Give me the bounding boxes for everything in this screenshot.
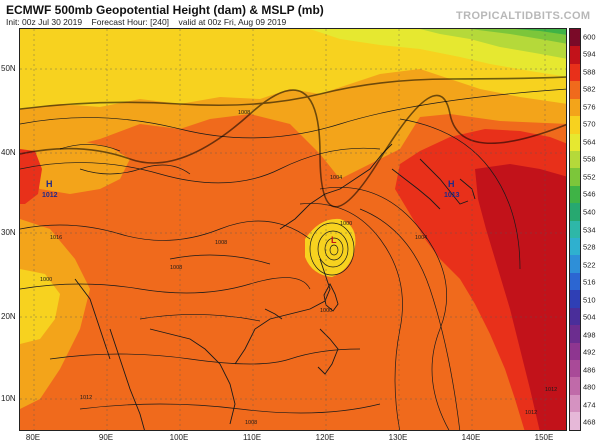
colorbar-tick-label: 480: [583, 382, 596, 392]
colorbar-tick-label: 570: [583, 119, 596, 129]
lon-label-130e: 130E: [388, 433, 408, 442]
colorbar-swatch: [570, 46, 580, 64]
height-field-594-core: [475, 164, 566, 430]
isobar-label: 1000: [320, 308, 332, 314]
lat-label-50n: 50N: [1, 64, 16, 73]
lon-label-150e: 150E: [534, 433, 554, 442]
chart-title: ECMWF 500mb Geopotential Height (dam) & …: [6, 3, 324, 17]
lat-label-30n: 30N: [1, 228, 16, 237]
colorbar-swatch: [570, 81, 580, 99]
map-svg: 1008 1008 1004 1000 1004 1008 1000 1012 …: [20, 29, 566, 430]
isobar-label: 1008: [170, 265, 182, 271]
valid-time: valid at 00z Fri, Aug 09 2019: [178, 17, 287, 27]
lon-label-140e: 140E: [461, 433, 481, 442]
colorbar-swatch: [570, 185, 580, 204]
isobar-values: 1008 1008 1004 1000 1004 1008 1000 1012 …: [40, 110, 557, 426]
colorbar-swatch: [570, 342, 580, 361]
colorbar-tick-label: 588: [583, 67, 596, 77]
lon-label-90e: 90E: [98, 433, 114, 442]
colorbar-tick-label: 492: [583, 347, 596, 357]
forecast-hour: Forecast Hour: [240]: [91, 17, 170, 27]
colorbar-tick-label: 468: [583, 417, 596, 427]
colorbar-tick-label: 564: [583, 137, 596, 147]
isobar-label: 1000: [40, 277, 52, 283]
init-time: Init: 00z Jul 30 2019: [6, 17, 83, 27]
colorbar-tick-label: 516: [583, 277, 596, 287]
isobar-label: 1012: [525, 410, 537, 416]
colorbar-swatch: [570, 394, 580, 413]
weather-map: 1008 1008 1004 1000 1004 1008 1000 1012 …: [19, 28, 567, 431]
colorbar-tick-label: 576: [583, 102, 596, 112]
colorbar-swatch: [570, 290, 580, 308]
height-field-558: [470, 29, 566, 44]
lon-label-120e: 120E: [315, 433, 335, 442]
isobar-label: 1000: [340, 221, 352, 227]
lon-label-110e: 110E: [242, 433, 262, 442]
colorbar-swatch: [570, 220, 580, 239]
colorbar-tick-label: 504: [583, 312, 596, 322]
isobar-label: 1004: [415, 235, 427, 241]
colorbar-tick-label: 474: [583, 400, 596, 410]
colorbar-swatch: [570, 98, 580, 117]
colorbar-tick-label: 528: [583, 242, 596, 252]
lat-label-40n: 40N: [1, 148, 16, 157]
lat-label-20n: 20N: [1, 312, 16, 321]
colorbar-swatch: [570, 203, 580, 221]
height-field-tibet: [20, 141, 130, 194]
colorbar-tick-label: 510: [583, 295, 596, 305]
colorbar-tick-label: 558: [583, 154, 596, 164]
colorbar-tick-label: 522: [583, 260, 596, 270]
colorbar-swatch: [570, 307, 580, 326]
colorbar-tick-label: 600: [583, 32, 596, 42]
colorbar-swatch: [570, 325, 580, 343]
colorbar-tick-label: 552: [583, 172, 596, 182]
lat-label-10n: 10N: [1, 394, 16, 403]
isobar-label: 1008: [238, 110, 250, 116]
lon-label-100e: 100E: [169, 433, 189, 442]
colorbar-swatch: [570, 255, 580, 273]
colorbar-swatch: [570, 238, 580, 256]
isobars: [20, 88, 566, 430]
colorbar-tick-label: 534: [583, 225, 596, 234]
colorbar-swatch: [570, 360, 580, 378]
colorbar-swatch: [570, 168, 580, 186]
colorbar-tick-label: 540: [583, 207, 596, 217]
low-pressure-marker: L: [331, 235, 337, 245]
height-colorbar: [569, 28, 581, 431]
high-pressure-value-japan: 1013: [444, 192, 460, 199]
colorbar-swatch: [570, 272, 580, 291]
isobar-label: 1012: [80, 395, 92, 401]
colorbar-swatch: [570, 116, 580, 134]
height-contours: [20, 76, 566, 208]
lon-label-80e: 80E: [25, 433, 41, 442]
chart-subtitle: Init: 00z Jul 30 2019 Forecast Hour: [24…: [6, 17, 286, 27]
graticule: [20, 29, 566, 430]
high-pressure-marker-tibet: H: [46, 179, 53, 189]
colorbar-swatch: [570, 150, 580, 169]
high-pressure-marker-japan: H: [448, 179, 455, 189]
isobar-label: 1012: [545, 387, 557, 393]
colorbar-swatch: [570, 133, 580, 151]
colorbar-swatch: [570, 377, 580, 395]
colorbar-tick-label: 546: [583, 189, 596, 199]
site-watermark: TROPICALTIDBITS.COM: [456, 10, 591, 22]
colorbar-swatch: [570, 63, 580, 82]
high-pressure-value-tibet: 1012: [42, 192, 58, 199]
isobar-label: 1016: [50, 235, 62, 241]
height-field-594-west: [20, 149, 42, 204]
colorbar-swatch: [570, 412, 580, 430]
colorbar-tick-label: 594: [583, 49, 596, 59]
colorbar-tick-label: 498: [583, 330, 596, 340]
colorbar-tick-label: 582: [583, 84, 596, 94]
coastlines: [74, 143, 476, 430]
height-field-552: [515, 29, 566, 35]
colorbar-swatch: [570, 29, 580, 47]
isobar-label: 1008: [215, 240, 227, 246]
colorbar-tick-label: 486: [583, 365, 596, 375]
isobar-label: 1008: [245, 420, 257, 426]
isobar-label: 1004: [330, 175, 342, 181]
